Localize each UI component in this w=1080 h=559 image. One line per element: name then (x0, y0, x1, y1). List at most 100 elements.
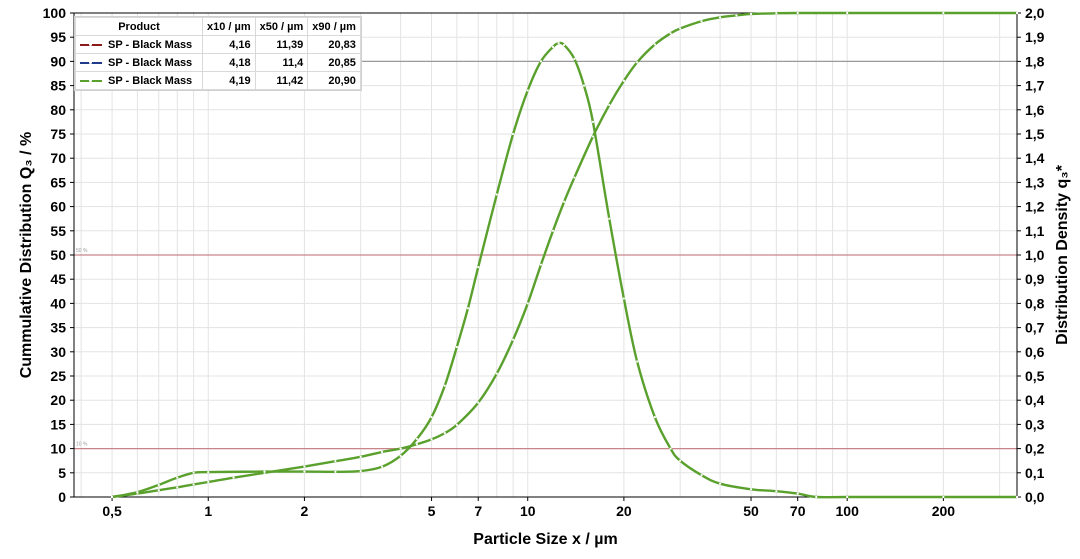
series-point (495, 372, 498, 375)
y-right-tick-label: 0,8 (1025, 295, 1045, 311)
series-point (653, 43, 656, 46)
series-point (563, 43, 566, 47)
legend-x90-value: 20,90 (307, 71, 361, 90)
y-left-tick-label: 75 (50, 126, 66, 142)
y-left-tick-label: 65 (50, 174, 66, 190)
legend-row: SP - Black Mass 4,18 11,4 20,85 (75, 53, 361, 72)
legend-header-row: Product x10 / µm x50 / µm x90 / µm (75, 17, 361, 36)
x-tick-label: 7 (474, 503, 482, 519)
series-point (466, 307, 470, 310)
series-point (775, 490, 778, 493)
series-point (636, 360, 639, 363)
series-point (700, 20, 703, 23)
series-point (303, 465, 306, 468)
series-point (608, 217, 611, 220)
y-right-tick-label: 1,3 (1025, 174, 1045, 190)
y-left-tick-label: 10 (50, 441, 66, 457)
legend-x90-value: 20,85 (307, 53, 361, 72)
y-left-tick-label: 5 (58, 465, 66, 481)
series-point (718, 482, 722, 485)
legend-swatch-icon (80, 60, 102, 64)
series-point (380, 450, 384, 454)
y-axis-left-title: Cummulative Distribution Q₃ / % (18, 132, 35, 379)
legend-x50-value: 11,42 (254, 71, 309, 90)
y-right-tick-label: 2,0 (1025, 5, 1045, 21)
legend-x10-value: 4,19 (202, 71, 256, 90)
y-left-tick-label: 55 (50, 223, 66, 239)
y-left-tick-label: 15 (50, 416, 66, 432)
series-point (136, 491, 139, 494)
series-point (207, 470, 210, 474)
series-point (207, 480, 210, 484)
series-point (551, 45, 555, 48)
series-point (110, 495, 114, 499)
y-left-tick-label: 95 (50, 29, 66, 45)
legend-header-x50: x50 / µm (254, 17, 309, 36)
series-point (232, 476, 235, 479)
series-point (334, 470, 337, 473)
y-right-tick-label: 1,6 (1025, 102, 1045, 118)
series-point (526, 302, 529, 305)
y-left-tick-label: 85 (50, 78, 66, 94)
series-point (749, 488, 753, 491)
series-point (846, 495, 849, 499)
series-point (512, 132, 515, 136)
x-tick-label: 2 (301, 503, 309, 519)
series-point (622, 297, 625, 300)
x-tick-label: 5 (428, 503, 436, 519)
series-point (557, 42, 560, 45)
series-point (176, 476, 179, 479)
series-point (796, 11, 799, 15)
legend-table: Product x10 / µm x50 / µm x90 / µm SP - … (74, 16, 362, 91)
y-left-tick-label: 50 (50, 247, 66, 263)
series-point (430, 438, 433, 441)
series-point (622, 79, 625, 82)
series-point (539, 60, 543, 63)
series-point (334, 460, 337, 463)
y-right-tick-label: 1,7 (1025, 78, 1045, 94)
series-point (775, 12, 778, 15)
reference-line-label: 50 % (76, 248, 88, 254)
legend-row: SP - Black Mass 4,19 11,42 20,90 (75, 71, 361, 90)
y-axis-left-ticks: 0 5 10 15 20 25 30 35 40 45 50 55 60 65 70 75 80 85 90 95 10… (43, 5, 74, 505)
y-left-tick-label: 40 (50, 295, 66, 311)
series-point (942, 11, 945, 15)
cumulative-curve-series (111, 11, 1017, 499)
series-point (551, 229, 555, 232)
legend-product-label: SP - Black Mass (108, 56, 193, 69)
series-point (359, 470, 362, 473)
y-axis-right-title: Distribution Density q₃* (1054, 164, 1071, 345)
y-left-tick-label: 90 (50, 53, 66, 69)
x-tick-label: 200 (932, 503, 956, 519)
series-point (563, 200, 566, 203)
y-left-tick-label: 100 (43, 5, 67, 21)
legend-x50-value: 11,39 (254, 35, 309, 54)
series-point (942, 495, 945, 499)
y-right-tick-label: 0,9 (1025, 271, 1045, 287)
y-right-tick-label: 0,5 (1025, 368, 1045, 384)
series-point (443, 384, 446, 387)
series-point (430, 416, 433, 419)
y-right-tick-label: 0,0 (1025, 489, 1045, 505)
legend-product-label: SP - Black Mass (108, 38, 193, 51)
y-left-tick-label: 30 (50, 344, 66, 360)
series-point (380, 465, 384, 468)
series-point (512, 338, 515, 341)
series-point (718, 16, 722, 19)
series-point (591, 135, 595, 138)
series-point (669, 447, 672, 450)
legend-header-product: Product (75, 17, 203, 36)
y-right-tick-label: 0,3 (1025, 416, 1045, 432)
series-point (749, 12, 753, 16)
y-right-tick-label: 0,1 (1025, 465, 1045, 481)
y-right-tick-label: 0,2 (1025, 441, 1045, 457)
legend-product-cell: SP - Black Mass (75, 71, 203, 90)
series-point (455, 345, 458, 349)
x-tick-label: 20 (616, 503, 632, 519)
y-left-tick-label: 45 (50, 271, 66, 287)
y-right-tick-label: 1,1 (1025, 223, 1045, 239)
x-tick-label: 70 (790, 503, 806, 519)
x-tick-label: 10 (520, 503, 536, 519)
y-left-tick-label: 0 (58, 489, 66, 505)
